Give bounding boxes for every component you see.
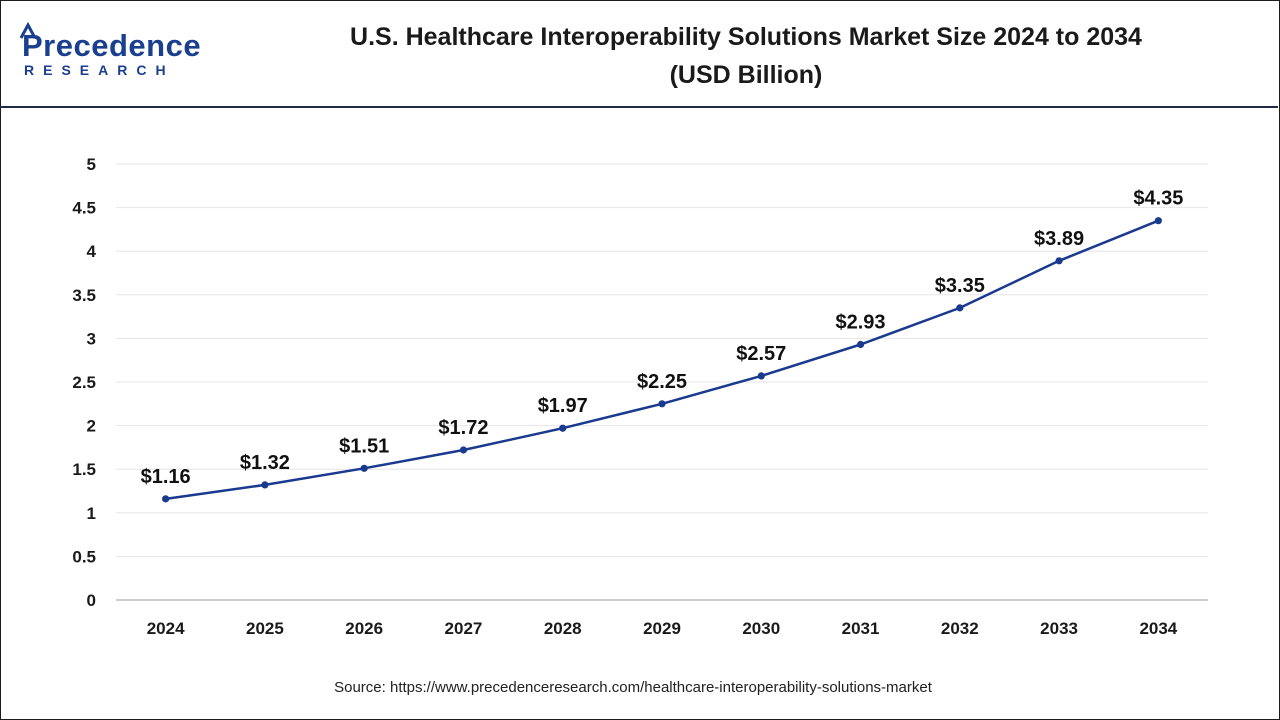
x-tick-label: 2029 [643, 619, 681, 638]
data-label: $1.97 [538, 395, 588, 417]
x-tick-label: 2033 [1040, 619, 1078, 638]
y-tick-label: 3.5 [72, 286, 96, 305]
x-tick-label: 2027 [445, 619, 483, 638]
data-label: $3.35 [935, 275, 985, 297]
data-label: $2.25 [637, 371, 687, 393]
grid-layer [116, 163, 1208, 557]
data-label: $1.51 [339, 435, 389, 457]
series-layer [162, 217, 1162, 503]
logo-subtitle: RESEARCH [24, 62, 175, 78]
data-label: $3.89 [1034, 228, 1084, 250]
logo-arrow-icon [19, 22, 37, 39]
data-label: $4.35 [1133, 188, 1183, 210]
data-point [1055, 257, 1063, 265]
data-point [1154, 217, 1162, 225]
y-tick-label: 2 [87, 417, 96, 436]
data-label: $2.57 [736, 343, 786, 365]
y-tick-label: 4.5 [72, 199, 96, 218]
data-label: $1.32 [240, 452, 290, 474]
data-point [162, 495, 170, 503]
x-tick-label: 2031 [842, 619, 880, 638]
logo-word: Precedence [22, 28, 202, 63]
data-label: $1.16 [141, 466, 191, 488]
y-tick-label: 2.5 [72, 373, 96, 392]
data-point [559, 424, 567, 432]
data-point [459, 446, 468, 454]
y-tick-label: 1.5 [72, 460, 96, 479]
y-tick-label: 0 [87, 591, 96, 610]
x-tick-label: 2032 [941, 619, 979, 638]
chart-title-line1: U.S. Healthcare Interoperability Solutio… [350, 23, 1142, 51]
chart-title-line2: (USD Billion) [669, 61, 823, 89]
data-point [956, 304, 964, 312]
data-point [261, 481, 269, 489]
data-point [757, 372, 765, 380]
source-note: Source: https://www.precedenceresearch.c… [334, 679, 932, 696]
series-line [165, 219, 1159, 501]
brand-logo: Precedence RESEARCH [19, 22, 222, 84]
x-tick-label: 2028 [544, 619, 582, 638]
x-tick-label: 2025 [246, 619, 284, 638]
x-tick-label: 2030 [742, 619, 780, 638]
data-label: $2.93 [836, 312, 886, 334]
data-label: $1.72 [438, 417, 488, 439]
y-tick-label: 0.5 [72, 547, 96, 566]
header: Precedence RESEARCH U.S. Healthcare Inte… [0, 0, 1278, 108]
y-tick-label: 3 [87, 329, 96, 348]
x-tick-label: 2024 [147, 619, 185, 638]
chart-title: U.S. Healthcare Interoperability Solutio… [256, 18, 1236, 94]
data-point [856, 340, 865, 349]
x-tick-label: 2026 [345, 619, 383, 638]
y-tick-label: 1 [87, 504, 96, 523]
y-tick-label: 5 [87, 155, 96, 174]
data-point [360, 464, 368, 472]
label-layer: $1.16 $1.32 $1.51 $1.72 $1.97 $2.25 $2.57 $2.93… [141, 188, 1184, 488]
data-point [658, 400, 666, 408]
line-chart: 0 0.5 1 1.5 2 2.5 3 3.5 4 4.5 5 2024 2025 2026 2027 202… [72, 155, 1208, 638]
axis-layer: 0 0.5 1 1.5 2 2.5 3 3.5 4 4.5 5 2024 2025 2026 2027 202… [72, 155, 1208, 638]
y-tick-label: 4 [87, 242, 97, 261]
x-tick-label: 2034 [1139, 619, 1177, 638]
